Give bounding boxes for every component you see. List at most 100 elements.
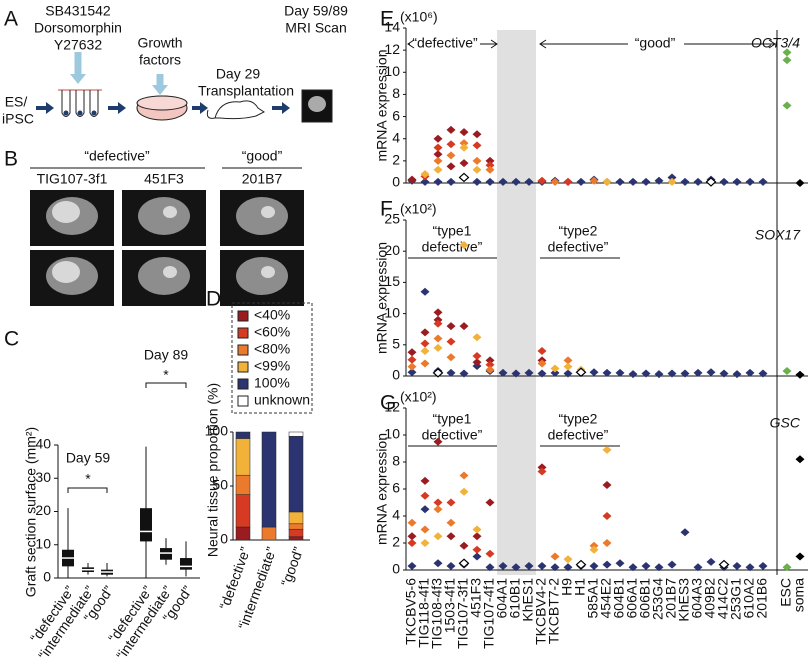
diamond bbox=[589, 541, 599, 550]
diamond bbox=[459, 541, 469, 550]
x-tick-label: 201B6 bbox=[754, 578, 770, 619]
diamond bbox=[589, 545, 599, 554]
graft bbox=[261, 266, 275, 278]
x-tick-label: 606A1 bbox=[624, 578, 640, 619]
arrow-head bbox=[152, 85, 168, 95]
label: Day 89 bbox=[144, 347, 189, 363]
diamond bbox=[563, 356, 573, 365]
panel-label: B bbox=[4, 148, 18, 171]
diamond bbox=[446, 337, 456, 346]
diamond bbox=[641, 369, 651, 378]
diamond bbox=[667, 173, 677, 182]
diamond bbox=[446, 322, 456, 331]
x-tick-label: 253G4 bbox=[650, 578, 666, 620]
diamond bbox=[433, 308, 443, 317]
x-tick-label: 201B7 bbox=[663, 578, 679, 619]
diamond bbox=[472, 532, 482, 541]
legend-box bbox=[231, 302, 313, 414]
panel-label: C bbox=[4, 328, 19, 351]
diamond bbox=[706, 368, 716, 377]
diamond bbox=[719, 369, 729, 378]
bar-segment bbox=[288, 431, 304, 437]
bar-segment bbox=[235, 431, 251, 439]
diamond bbox=[407, 362, 417, 371]
legend-label: unknown bbox=[254, 392, 310, 408]
y-axis-label: Graft section surface (mm²) bbox=[23, 427, 39, 597]
range-arrow bbox=[539, 39, 776, 49]
y-tick-label: 0 bbox=[392, 174, 400, 190]
label: Day 29 bbox=[216, 66, 261, 82]
label: Y27632 bbox=[54, 37, 102, 53]
flow-arrows bbox=[36, 102, 290, 114]
legend-swatch bbox=[237, 327, 249, 339]
y-tick-label: 0 bbox=[392, 561, 400, 577]
diamond bbox=[628, 177, 638, 186]
diamond bbox=[732, 561, 742, 570]
diamond bbox=[432, 368, 444, 378]
diamond bbox=[589, 176, 599, 185]
diamond bbox=[563, 177, 573, 186]
diamond bbox=[795, 370, 805, 379]
diamond bbox=[433, 165, 443, 174]
x-tick-label: 604A1 bbox=[494, 578, 510, 619]
y-tick-label: 12 bbox=[384, 399, 400, 415]
legend-label: 100% bbox=[254, 375, 290, 391]
diamond bbox=[485, 549, 495, 558]
legend-swatch bbox=[237, 310, 249, 322]
diamond bbox=[628, 370, 638, 379]
diamond bbox=[550, 177, 560, 186]
bar-segment bbox=[235, 526, 251, 541]
diamond bbox=[563, 555, 573, 564]
diamond bbox=[420, 287, 430, 296]
highlight-band bbox=[497, 30, 536, 575]
y-axis-label: mRNA expression bbox=[374, 49, 390, 161]
y-tick-label: 4 bbox=[392, 507, 400, 523]
box bbox=[180, 558, 192, 570]
diamond bbox=[433, 343, 443, 352]
diamond bbox=[433, 505, 443, 514]
diamond bbox=[407, 532, 417, 541]
diamond bbox=[420, 170, 430, 179]
mouse bbox=[206, 100, 265, 120]
y-tick-label: 40 bbox=[35, 436, 51, 452]
label: defective” bbox=[548, 239, 609, 255]
diamond bbox=[680, 177, 690, 186]
diamond bbox=[615, 368, 625, 377]
x-tick-label: TIG108-4f3 bbox=[429, 578, 445, 649]
y-tick-label: 0 bbox=[392, 367, 400, 383]
y-tick-label: 4 bbox=[392, 129, 400, 145]
diamond bbox=[485, 165, 495, 174]
diamond bbox=[407, 175, 417, 184]
x-tick-label: KhES1 bbox=[520, 578, 536, 622]
y-tick-label: 6 bbox=[392, 107, 400, 123]
x-tick-label: 606B1 bbox=[637, 578, 653, 619]
x-tick-label: TIG107-3f1 bbox=[455, 578, 471, 649]
diamond bbox=[446, 532, 456, 541]
y-tick-label: 20 bbox=[384, 242, 400, 258]
diamond bbox=[446, 368, 456, 377]
diamond bbox=[718, 559, 730, 570]
diamond bbox=[537, 369, 547, 378]
graft bbox=[163, 266, 177, 278]
brain bbox=[138, 257, 190, 295]
diamond bbox=[537, 561, 547, 570]
y-tick-label: 8 bbox=[392, 453, 400, 469]
box bbox=[160, 548, 172, 560]
diamond bbox=[420, 347, 430, 356]
diamond bbox=[693, 563, 703, 572]
diamond bbox=[782, 563, 792, 572]
x-tick-label: TKCBT7-2 bbox=[546, 578, 562, 644]
diamond bbox=[589, 561, 599, 570]
diamond bbox=[446, 140, 456, 149]
panel-label: E bbox=[380, 8, 394, 31]
diamond bbox=[575, 559, 587, 570]
label: “type2 bbox=[559, 223, 598, 239]
diamond bbox=[693, 177, 703, 186]
y-tick-label: 12 bbox=[384, 41, 400, 57]
label: defective” bbox=[548, 427, 609, 443]
bar-segment bbox=[261, 431, 277, 528]
diamond bbox=[745, 177, 755, 186]
diamond bbox=[641, 177, 651, 186]
bar-segment bbox=[235, 474, 251, 495]
x-tick-label: ESC bbox=[778, 578, 794, 607]
